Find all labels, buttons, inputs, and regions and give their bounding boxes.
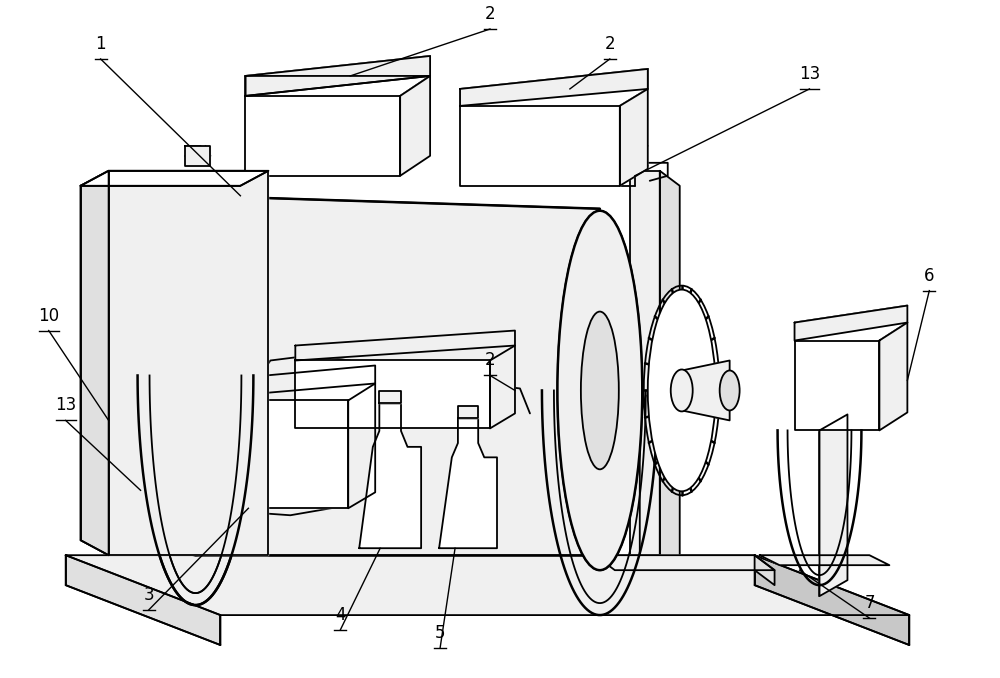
Text: 10: 10	[38, 306, 59, 325]
Polygon shape	[66, 555, 220, 645]
Polygon shape	[460, 106, 620, 186]
Polygon shape	[879, 323, 907, 431]
Polygon shape	[245, 96, 400, 176]
Polygon shape	[295, 331, 515, 361]
Ellipse shape	[176, 293, 215, 458]
Polygon shape	[81, 171, 268, 186]
Polygon shape	[66, 555, 909, 615]
Text: 1: 1	[95, 35, 106, 53]
Polygon shape	[630, 171, 660, 555]
Polygon shape	[245, 76, 430, 96]
Polygon shape	[595, 555, 775, 570]
Text: 13: 13	[799, 65, 820, 83]
Ellipse shape	[581, 312, 619, 469]
Polygon shape	[359, 403, 421, 549]
Polygon shape	[760, 555, 889, 565]
Text: 3: 3	[143, 586, 154, 604]
Text: 5: 5	[435, 624, 445, 642]
Polygon shape	[682, 361, 730, 420]
Polygon shape	[458, 406, 478, 418]
Polygon shape	[179, 365, 375, 401]
Ellipse shape	[557, 211, 642, 570]
Polygon shape	[755, 555, 909, 645]
Ellipse shape	[176, 293, 215, 458]
Ellipse shape	[581, 312, 619, 469]
Text: 4: 4	[335, 606, 346, 624]
Polygon shape	[185, 146, 210, 166]
Ellipse shape	[153, 196, 238, 555]
Polygon shape	[490, 346, 515, 428]
Ellipse shape	[720, 370, 740, 410]
Polygon shape	[348, 384, 375, 508]
Polygon shape	[795, 340, 879, 431]
Ellipse shape	[671, 370, 693, 412]
Polygon shape	[795, 306, 907, 340]
Polygon shape	[195, 196, 600, 555]
Ellipse shape	[557, 211, 642, 570]
Polygon shape	[81, 171, 109, 555]
Text: 7: 7	[864, 594, 875, 612]
Polygon shape	[755, 555, 775, 585]
Polygon shape	[460, 69, 648, 106]
Polygon shape	[400, 76, 430, 176]
Ellipse shape	[153, 196, 238, 555]
Polygon shape	[245, 56, 430, 96]
Polygon shape	[620, 89, 648, 186]
Polygon shape	[439, 418, 497, 549]
Text: 13: 13	[55, 397, 76, 414]
Polygon shape	[109, 171, 268, 555]
Polygon shape	[379, 391, 401, 403]
Polygon shape	[109, 171, 268, 555]
Polygon shape	[660, 171, 680, 565]
Polygon shape	[81, 171, 268, 186]
Text: 2: 2	[485, 351, 495, 370]
Polygon shape	[295, 361, 490, 428]
Polygon shape	[81, 171, 109, 555]
Text: 2: 2	[485, 5, 495, 23]
Polygon shape	[179, 401, 348, 508]
Polygon shape	[819, 414, 847, 596]
Ellipse shape	[648, 290, 716, 492]
Text: 2: 2	[605, 35, 615, 53]
Polygon shape	[179, 401, 248, 508]
Text: 6: 6	[924, 266, 935, 285]
